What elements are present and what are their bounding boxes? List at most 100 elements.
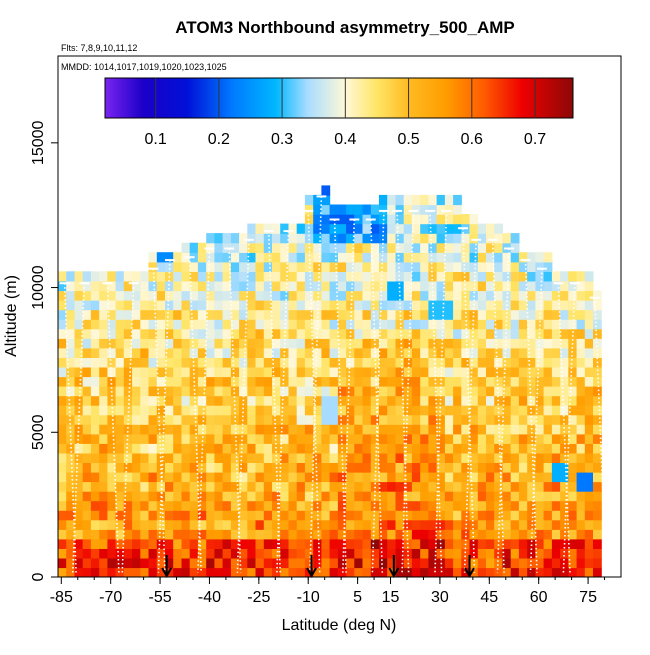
heatmap-cell	[280, 452, 289, 463]
heatmap-cell	[362, 242, 372, 253]
heatmap-cell	[370, 252, 380, 263]
heatmap-cell	[354, 538, 364, 549]
heatmap-cell	[255, 567, 265, 577]
heatmap-cell	[379, 452, 388, 463]
heatmap-cell	[362, 414, 372, 425]
heatmap-cell	[551, 500, 561, 511]
heatmap-cell	[453, 538, 462, 549]
heatmap-cell	[263, 376, 273, 387]
heatmap-cell	[304, 386, 314, 397]
heatmap-cell	[560, 529, 569, 540]
heatmap-cell	[321, 462, 331, 473]
heatmap-cell	[518, 519, 528, 530]
heatmap-cell	[428, 386, 438, 397]
colorbar-tick-label: 0.4	[334, 131, 356, 148]
heatmap-cell	[255, 424, 265, 435]
heatmap-cell	[140, 271, 150, 282]
heatmap-cell	[502, 405, 512, 416]
heatmap-cell	[502, 357, 512, 368]
heatmap-cell	[222, 386, 232, 397]
heatmap-cell	[66, 309, 75, 320]
heatmap-cell	[551, 548, 561, 559]
heatmap-cell	[411, 510, 421, 521]
heatmap-cell	[165, 519, 174, 530]
heatmap-cell	[461, 510, 471, 521]
heatmap-cell	[346, 290, 355, 301]
heatmap-cell	[403, 233, 413, 244]
heatmap-cell	[82, 309, 92, 320]
heatmap-cell	[395, 223, 405, 234]
heatmap-cell	[181, 290, 191, 301]
heatmap-cell	[156, 548, 166, 559]
heatmap-cell	[576, 280, 586, 292]
heatmap-cell	[140, 338, 150, 349]
heatmap-cell	[593, 386, 602, 397]
heatmap-cell	[99, 519, 108, 530]
heatmap-cell	[156, 261, 166, 272]
heatmap-cell	[189, 280, 199, 292]
heatmap-cell	[379, 366, 388, 378]
heatmap-cell	[329, 366, 339, 378]
heatmap-cell	[222, 319, 232, 330]
heatmap-cell	[288, 519, 298, 530]
heatmap-cell	[239, 309, 248, 320]
heatmap-cell	[123, 462, 133, 473]
heatmap-cell	[206, 252, 215, 263]
heatmap-cell	[82, 443, 92, 454]
heatmap-cell	[222, 414, 232, 425]
heatmap-cell	[379, 481, 388, 492]
heatmap-cell	[165, 261, 174, 272]
heatmap-cell	[354, 290, 364, 301]
heatmap-cell	[156, 328, 166, 339]
heatmap-cell	[247, 290, 257, 301]
heatmap-cell	[584, 529, 594, 540]
heatmap-cell	[346, 280, 355, 292]
heatmap-cell	[230, 357, 240, 368]
heatmap-cell	[477, 414, 487, 425]
heatmap-cell	[107, 500, 117, 511]
heatmap-cell	[337, 271, 347, 282]
heatmap-cell	[115, 510, 125, 521]
heatmap-cell	[107, 376, 117, 387]
heatmap-cell	[123, 328, 133, 339]
heatmap-cell	[428, 223, 438, 234]
heatmap-cell	[395, 233, 405, 244]
heatmap-cell	[329, 319, 339, 330]
heatmap-cell	[469, 357, 479, 368]
heatmap-cell	[263, 338, 273, 349]
heatmap-cell	[189, 548, 199, 559]
heatmap-cell	[346, 223, 355, 234]
heatmap-cell	[461, 529, 471, 540]
heatmap-cell	[313, 500, 322, 511]
heatmap-cell	[354, 319, 364, 330]
y-axis-label: Altitude (m)	[3, 275, 20, 357]
heatmap-cell	[165, 309, 174, 320]
heatmap-cell	[148, 519, 158, 530]
heatmap-cell	[296, 280, 306, 292]
heatmap-cell	[337, 519, 347, 530]
heatmap-cell	[304, 405, 314, 416]
heatmap-cell	[584, 386, 594, 397]
heatmap-cell	[304, 538, 314, 549]
heatmap-cell	[288, 395, 298, 406]
heatmap-cell	[214, 567, 224, 577]
heatmap-cell	[58, 395, 67, 406]
heatmap-cell	[132, 548, 141, 559]
heatmap-cell	[181, 481, 191, 492]
heatmap-cell	[230, 347, 240, 358]
heatmap-cell	[436, 194, 446, 206]
heatmap-cell	[346, 462, 355, 473]
heatmap-cell	[477, 300, 487, 311]
heatmap-cell	[510, 481, 520, 492]
heatmap-cell	[551, 395, 561, 406]
heatmap-cell	[222, 261, 232, 272]
heatmap-cell	[181, 376, 191, 387]
heatmap-cell	[329, 395, 339, 406]
heatmap-cell	[535, 433, 545, 444]
heatmap-cell	[173, 328, 182, 339]
heatmap-cell	[263, 557, 273, 569]
heatmap-cell	[304, 510, 314, 521]
heatmap-cell	[115, 548, 125, 559]
